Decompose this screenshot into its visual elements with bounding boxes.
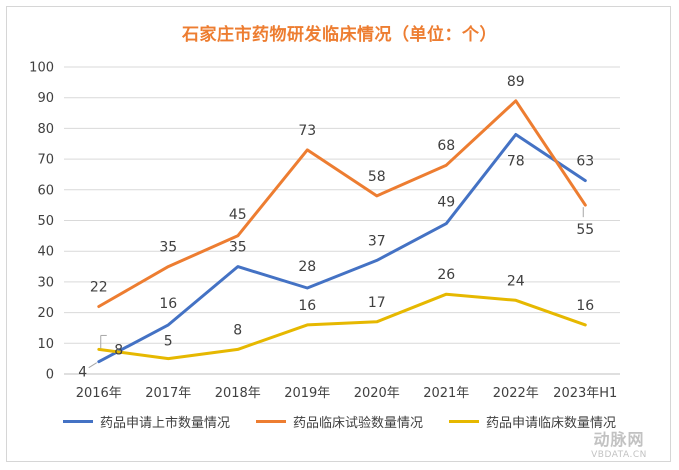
data-label: 28 [298,259,316,275]
data-label: 4 [78,365,87,381]
data-label: 16 [159,296,177,312]
data-label: 26 [437,267,455,283]
watermark-logo: 动脉网 VBDATA.CN [577,426,661,460]
axis-labels: 0 10 20 30 40 50 60 70 80 90 100 2016年 2017年 2018年 201… [29,61,617,402]
legend: 药品申请上市数量情况 药品临床试验数量情况 药品申请临床数量情况 [0,412,679,431]
watermark-text-en: VBDATA.CN [591,450,647,460]
watermark-text-cn: 动脉网 [593,430,645,449]
y-tick-label: 90 [37,91,54,106]
data-label: 89 [507,74,525,90]
series-line-2 [97,292,587,361]
x-tick-label: 2023年H1 [553,386,617,401]
y-tick-label: 10 [37,337,54,352]
data-label: 16 [298,298,316,314]
legend-item-trials: 药品临床试验数量情况 [255,412,423,431]
x-tick-label: 2017年 [145,386,191,401]
data-label: 16 [576,298,594,314]
data-label: 37 [368,233,386,249]
data-label: 78 [507,154,525,170]
data-label: 63 [576,154,594,170]
data-label: 73 [298,123,316,139]
x-tick-label: 2016年 [76,386,122,401]
leader-line-listing-2016 [88,362,98,369]
series-line-0 [97,133,587,364]
legend-swatch-listing [62,420,93,423]
y-tick-label: 60 [37,183,54,198]
x-tick-label: 2021年 [423,386,469,401]
data-label: 35 [159,240,177,256]
legend-swatch-trials [255,420,286,423]
y-tick-label: 30 [37,275,54,290]
legend-label-clinical-apps: 药品申请临床数量情况 [486,416,617,431]
data-label: 35 [229,240,247,256]
legend-item-listing: 药品申请上市数量情况 [62,412,230,431]
y-tick-label: 50 [37,214,54,229]
chart-title: 石家庄市药物研发临床情况（单位：个） [182,25,497,45]
x-tick-label: 2018年 [215,386,261,401]
legend-label-trials: 药品临床试验数量情况 [292,416,423,431]
data-label: 17 [368,295,386,311]
legend-swatch-clinical-apps [449,420,479,423]
y-tick-label: 20 [37,306,54,321]
data-label: 24 [507,273,525,289]
legend-label-listing: 药品申请上市数量情况 [99,416,230,431]
series-line-1 [97,99,587,308]
x-tick-label: 2022年 [493,386,539,401]
data-label: 8 [114,342,123,358]
grid-lines [64,66,620,375]
data-label: 49 [437,195,455,211]
data-label: 8 [233,322,242,338]
data-label: 68 [437,138,455,154]
y-tick-label: 80 [37,122,54,137]
y-tick-label: 70 [37,153,54,168]
x-tick-label: 2019年 [284,386,330,401]
series-lines [97,99,587,364]
data-label: 55 [576,222,594,238]
legend-item-clinical-apps: 药品申请临床数量情况 [449,412,616,431]
y-tick-label: 100 [29,61,54,76]
y-tick-label: 40 [37,245,54,260]
data-label: 45 [229,207,247,223]
data-label: 5 [164,334,173,350]
chart-frame [6,6,671,462]
data-label: 22 [90,279,108,295]
x-tick-label: 2020年 [354,386,400,401]
data-label: 58 [368,169,386,185]
y-tick-label: 0 [46,368,54,383]
